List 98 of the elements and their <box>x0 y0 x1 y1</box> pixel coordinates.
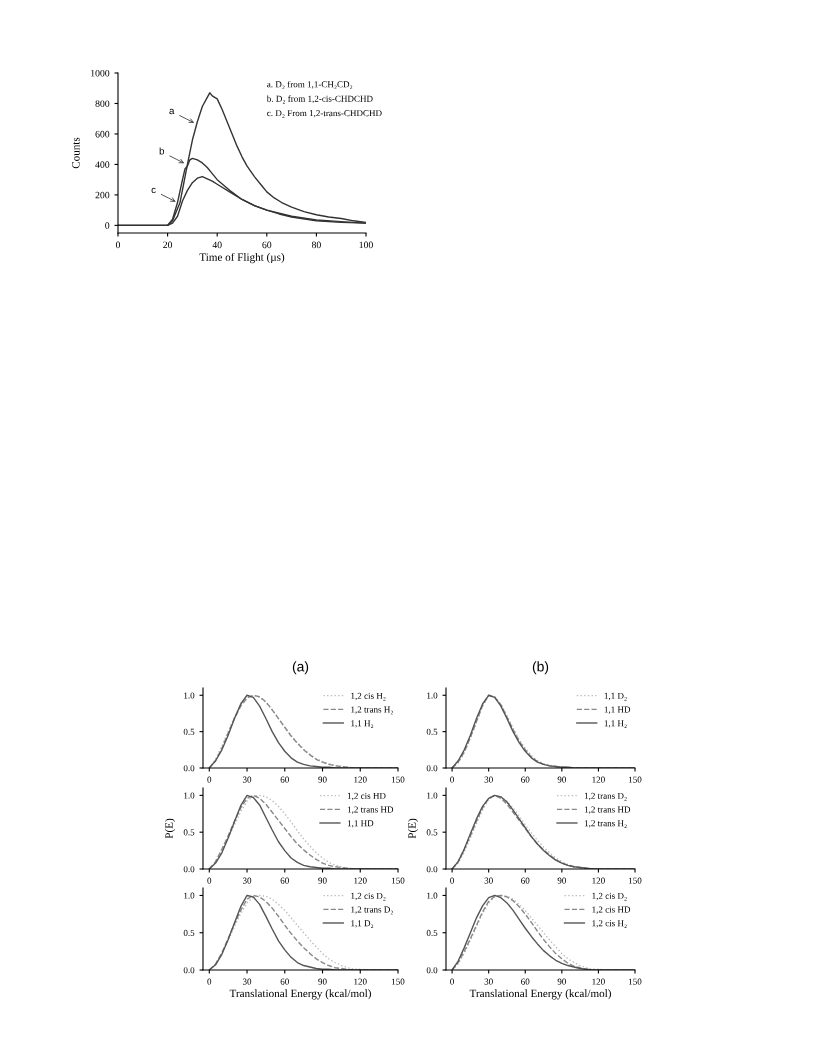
x-tick-label: 30 <box>484 776 493 783</box>
x-tick-label: 120 <box>354 776 367 783</box>
annotation: a <box>169 108 175 115</box>
x-tick-label: 90 <box>318 776 327 783</box>
annotation: b <box>159 147 165 155</box>
y-tick-label: 0.0 <box>426 765 438 772</box>
x-tick-label: 90 <box>557 877 567 884</box>
legend-label: 1,2 cis H₂ <box>592 920 627 928</box>
legend-label: 1,2 cis HD <box>347 792 386 801</box>
x-tick-label: 120 <box>592 978 605 985</box>
chart-title: (b) <box>532 661 549 675</box>
y-tick-label: 400 <box>95 161 110 168</box>
x-tick-label: 90 <box>318 978 327 985</box>
x-tick-label: 60 <box>262 241 272 249</box>
x-tick-label: 100 <box>359 241 373 249</box>
y-tick-label: 600 <box>95 130 110 138</box>
x-tick-label: 150 <box>629 978 642 985</box>
annotation: b. D₂ from 1,2-cis-CHDCHD <box>266 95 373 104</box>
y-tick-label: 0.5 <box>183 728 195 735</box>
x-tick-label: 0 <box>450 877 455 884</box>
x-tick-label: 0 <box>450 978 455 985</box>
x-tick-label: 80 <box>311 241 321 249</box>
x-tick-label: 30 <box>242 776 252 783</box>
x-tick-label: 60 <box>521 877 530 884</box>
y-tick-label: 1.0 <box>184 692 195 699</box>
legend-label: 1,2 trans D₂ <box>351 906 393 915</box>
legend-label: 1,1 HD <box>604 706 631 714</box>
x-tick-label: 90 <box>557 978 567 985</box>
y-tick-label: 0.5 <box>183 929 195 936</box>
x-axis-title: Translational Energy (kcal/mol) <box>229 989 371 1000</box>
y-tick-label: 0.0 <box>426 866 438 873</box>
y-axis-title: P(E) <box>164 818 176 839</box>
x-tick-label: 120 <box>592 776 605 783</box>
legend-label: 1,1 D₂ <box>604 692 627 701</box>
legend-label: 1,1 H₂ <box>604 720 627 728</box>
x-tick-label: 0 <box>207 978 212 985</box>
x-tick-label: 90 <box>318 877 327 884</box>
x-tick-label: 0 <box>207 776 212 783</box>
x-tick-label: 30 <box>484 877 493 884</box>
x-tick-label: 150 <box>392 978 405 985</box>
x-tick-label: 150 <box>392 776 405 783</box>
x-tick-label: 30 <box>242 978 252 985</box>
y-tick-label: 0.0 <box>183 765 195 772</box>
annotation: c <box>151 187 156 194</box>
y-tick-label: 1.0 <box>427 692 438 699</box>
y-tick-label: 0.0 <box>426 967 438 974</box>
x-tick-label: 90 <box>557 776 567 783</box>
x-tick-label: 20 <box>163 241 173 249</box>
x-tick-label: 60 <box>280 978 289 985</box>
x-tick-label: 150 <box>629 877 642 884</box>
x-tick-label: 40 <box>212 241 222 249</box>
y-tick-label: 0.0 <box>183 967 195 974</box>
y-tick-label: 0.5 <box>426 929 438 936</box>
x-tick-label: 60 <box>280 877 289 884</box>
legend-label: 1,2 trans H₂ <box>584 820 627 828</box>
y-tick-label: 1.0 <box>184 792 195 799</box>
y-tick-label: 0.5 <box>426 728 438 735</box>
y-tick-label: 0.5 <box>183 829 195 836</box>
y-tick-label: 0 <box>105 222 110 229</box>
legend-label: 1,1 HD <box>347 820 374 828</box>
x-tick-label: 150 <box>629 776 642 783</box>
x-tick-label: 0 <box>207 877 212 884</box>
y-tick-label: 1.0 <box>184 892 195 899</box>
legend-label: 1,2 trans HD <box>584 806 631 814</box>
y-tick-label: 800 <box>95 100 110 107</box>
x-tick-label: 30 <box>484 978 493 985</box>
x-tick-label: 0 <box>450 776 455 783</box>
annotation: a. D₂ from 1,1-CH₂CD₂ <box>267 80 353 90</box>
x-tick-label: 120 <box>354 978 367 985</box>
y-tick-label: 200 <box>95 191 110 199</box>
legend-label: 1,2 cis HD <box>592 906 631 914</box>
x-tick-label: 120 <box>354 877 367 884</box>
legend-label: 1,1 D₂ <box>351 920 374 928</box>
x-tick-label: 150 <box>392 877 405 884</box>
y-axis-title: P(E) <box>407 818 419 839</box>
x-tick-label: 120 <box>592 877 605 884</box>
legend-label: 1,1 H₂ <box>351 720 374 728</box>
x-tick-label: 60 <box>521 978 530 985</box>
y-axis-title: Counts <box>72 137 80 169</box>
x-axis-title: Translational Energy (kcal/mol) <box>469 989 611 1000</box>
y-tick-label: 0.5 <box>426 829 438 836</box>
legend-label: 1,2 trans D₂ <box>584 792 627 801</box>
x-tick-label: 0 <box>115 241 121 249</box>
legend-label: 1,2 cis D₂ <box>351 892 386 901</box>
legend-label: 1,2 cis D₂ <box>592 892 627 901</box>
x-axis-title: Time of Flight (µs) <box>199 252 285 264</box>
y-tick-label: 1.0 <box>427 892 438 899</box>
y-tick-label: 1000 <box>91 69 110 77</box>
legend-label: 1,2 cis H₂ <box>351 692 386 701</box>
y-tick-label: 0.0 <box>183 866 195 873</box>
annotation: c. D₂ From 1,2-trans-CHDCHD <box>267 110 382 118</box>
legend-label: 1,2 trans H₂ <box>351 706 393 715</box>
chart-title: (a) <box>292 661 309 675</box>
y-tick-label: 1.0 <box>427 792 438 799</box>
x-tick-label: 60 <box>280 776 289 783</box>
legend-label: 1,2 trans HD <box>347 806 394 814</box>
x-tick-label: 30 <box>242 877 252 884</box>
x-tick-label: 60 <box>521 776 530 783</box>
